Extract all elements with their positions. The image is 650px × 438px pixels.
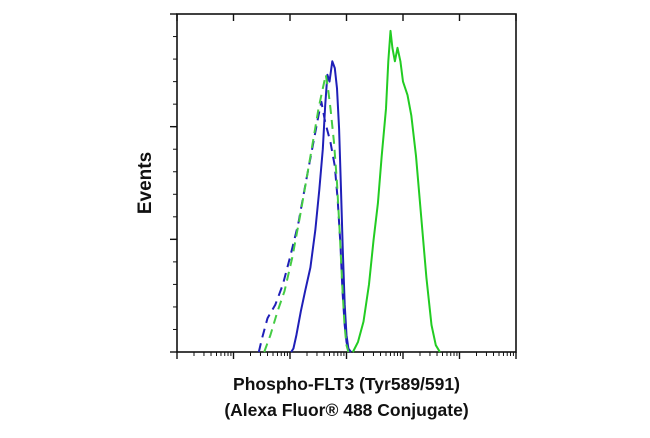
y-axis-label: Events (135, 152, 156, 214)
histogram-series-3 (257, 100, 350, 353)
histogram-series-2 (352, 29, 441, 353)
axes (170, 13, 517, 359)
plot-frame (176, 13, 517, 353)
x-axis-label-line-2: (Alexa Fluor® 488 Conjugate) (224, 400, 468, 420)
histogram-series-1 (290, 60, 352, 353)
series-layer (257, 29, 441, 353)
x-axis-label-line-1: Phospho-FLT3 (Tyr589/591) (233, 374, 460, 394)
histogram-series-4 (263, 73, 350, 353)
